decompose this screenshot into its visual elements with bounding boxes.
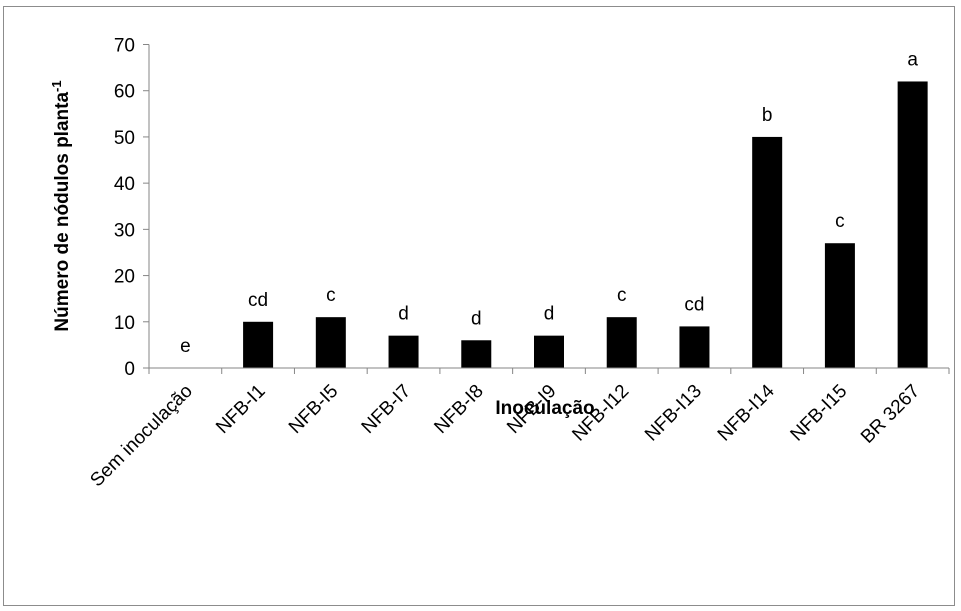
x-tick-label: NFB-I5 [285, 381, 342, 438]
y-tick-label: 30 [114, 220, 135, 241]
significance-letter: b [762, 105, 773, 126]
y-tick-label: 70 [114, 36, 135, 57]
significance-letter: c [835, 211, 845, 232]
bar [824, 243, 855, 368]
x-tick-label: BR 3267 [857, 381, 924, 448]
bar [388, 335, 419, 368]
significance-letter: c [617, 285, 627, 306]
y-tick-label: 0 [124, 359, 135, 380]
x-tick-label: NFB-I14 [714, 380, 779, 445]
y-tick-label: 10 [114, 313, 135, 334]
x-axis-title: Inoculação [495, 398, 594, 419]
x-tick-label: NFB-I13 [641, 381, 706, 446]
significance-letter: c [326, 285, 336, 306]
bar [534, 335, 564, 368]
significance-letter: cd [248, 290, 268, 311]
chart-frame [3, 6, 955, 606]
bar [679, 326, 710, 368]
x-tick-label: NFB-I1 [212, 381, 269, 438]
bar [461, 340, 492, 368]
significance-letter: a [907, 49, 918, 70]
y-axis-title: Número de nódulos planta-1 [49, 80, 73, 331]
significance-letter: d [544, 304, 555, 325]
significance-letter: e [180, 336, 191, 357]
y-tick-label: 20 [114, 267, 135, 288]
y-tick-label: 50 [114, 128, 135, 149]
bar [897, 81, 928, 368]
significance-letter: d [471, 308, 482, 329]
x-tick-label: NFB-I7 [358, 381, 415, 438]
y-tick-label: 60 [114, 82, 135, 103]
significance-letter: d [398, 304, 409, 325]
significance-letter: cd [684, 294, 704, 315]
bar [752, 136, 783, 368]
x-tick-label: NFB-I8 [430, 381, 487, 438]
bar [315, 317, 346, 368]
y-tick-label: 40 [114, 174, 135, 195]
x-tick-label: Sem inoculação [86, 381, 196, 491]
x-tick-label: NFB-I15 [787, 381, 852, 446]
bar [243, 321, 274, 368]
bar [606, 317, 637, 368]
